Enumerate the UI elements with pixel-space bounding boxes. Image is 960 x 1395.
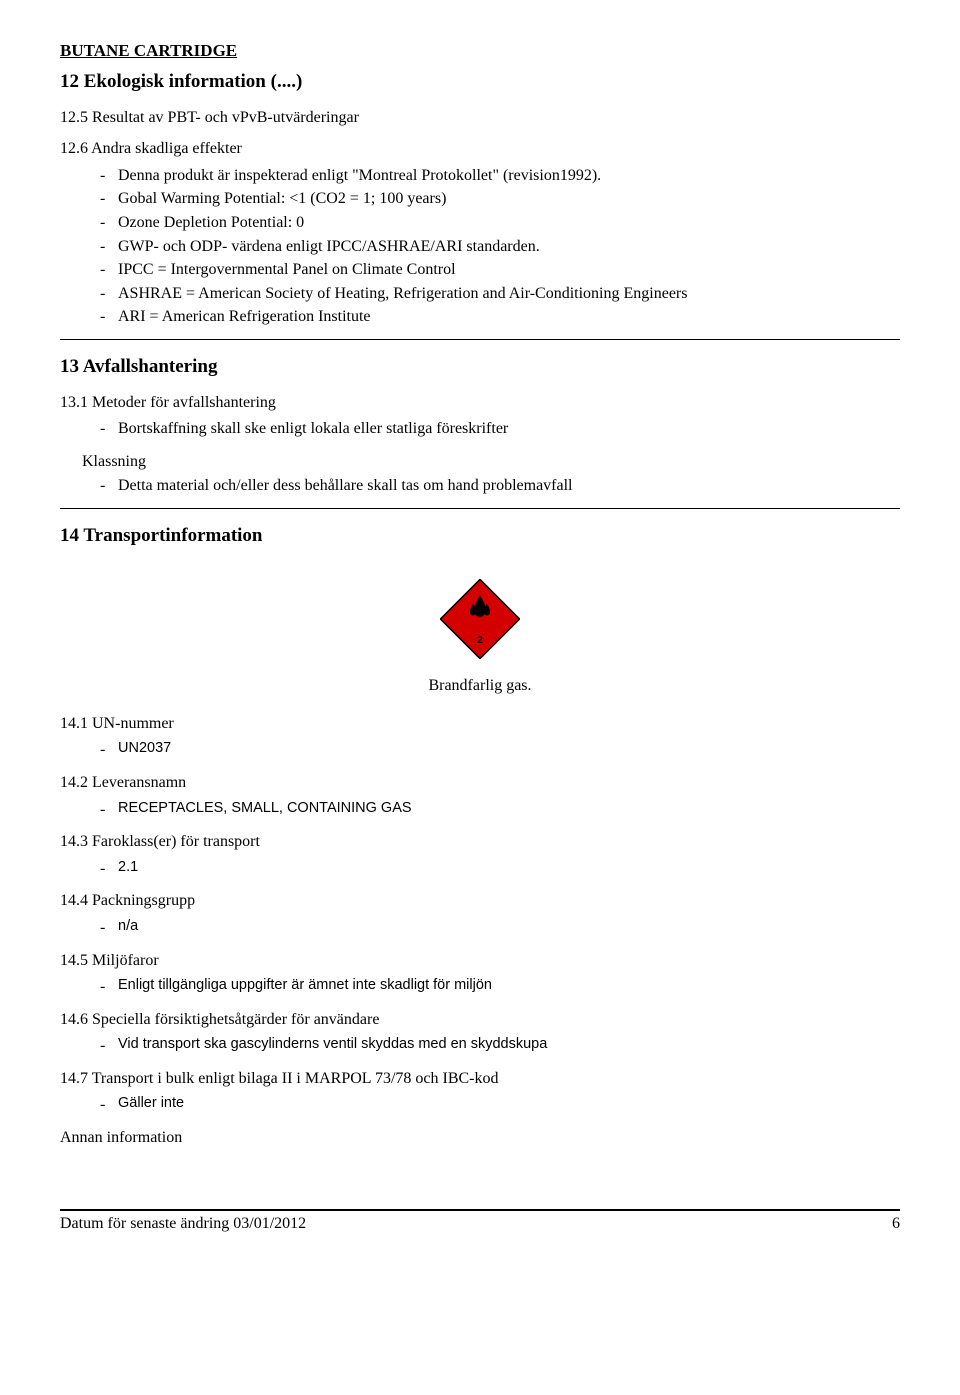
list-item-text: n/a xyxy=(118,917,900,939)
subsection-14-2: 14.2 Leveransnamn xyxy=(60,772,900,794)
bullet-dash: - xyxy=(100,165,118,187)
section-14-title: 14 Transportinformation xyxy=(60,523,900,549)
bullet-dash: - xyxy=(100,475,118,497)
list-item: -Bortskaffning skall ske enligt lokala e… xyxy=(100,417,900,441)
list-item-text: GWP- och ODP- värdena enligt IPCC/ASHRAE… xyxy=(118,236,900,258)
bullet-dash: - xyxy=(100,799,118,821)
list-item: -2.1 xyxy=(100,857,900,881)
bullet-dash: - xyxy=(100,858,118,880)
list-item-text: Ozone Depletion Potential: 0 xyxy=(118,212,900,234)
list-item-text: Enligt tillgängliga uppgifter är ämnet i… xyxy=(118,976,900,998)
subsection-14-5: 14.5 Miljöfaror xyxy=(60,950,900,972)
list-item: -Denna produkt är inspekterad enligt "Mo… xyxy=(100,164,900,188)
list-item: -UN2037 xyxy=(100,738,900,762)
bullet-dash: - xyxy=(100,418,118,440)
list-item: -Gäller inte xyxy=(100,1093,900,1117)
list-item-text: Gobal Warming Potential: <1 (CO2 = 1; 10… xyxy=(118,188,900,210)
svg-text:2: 2 xyxy=(477,635,483,646)
subsection-14-4: 14.4 Packningsgrupp xyxy=(60,890,900,912)
footer-page-number: 6 xyxy=(892,1213,900,1235)
bullet-dash: - xyxy=(100,1094,118,1116)
bullet-dash: - xyxy=(100,739,118,761)
bullet-dash: - xyxy=(100,976,118,998)
list-14-3: -2.1 xyxy=(100,857,900,881)
list-item: -ARI = American Refrigeration Institute xyxy=(100,305,900,329)
list-item-text: UN2037 xyxy=(118,739,900,761)
section-divider xyxy=(60,339,900,340)
list-item-text: Detta material och/eller dess behållare … xyxy=(118,475,900,497)
subsection-14-7: 14.7 Transport i bulk enligt bilaga II i… xyxy=(60,1068,900,1090)
list-item-text: RECEPTACLES, SMALL, CONTAINING GAS xyxy=(118,799,900,821)
bullet-dash: - xyxy=(100,306,118,328)
list-item: -Ozone Depletion Potential: 0 xyxy=(100,211,900,235)
klassning-label: Klassning xyxy=(82,451,900,473)
list-14-6: -Vid transport ska gascylinderns ventil … xyxy=(100,1034,900,1058)
section-13-1-list: -Bortskaffning skall ske enligt lokala e… xyxy=(100,417,900,441)
list-item-text: ARI = American Refrigeration Institute xyxy=(118,306,900,328)
klassning-list: -Detta material och/eller dess behållare… xyxy=(100,474,900,498)
list-item-text: ASHRAE = American Society of Heating, Re… xyxy=(118,283,900,305)
footer-divider xyxy=(60,1209,900,1211)
list-item-text: Bortskaffning skall ske enligt lokala el… xyxy=(118,418,900,440)
page-footer: Datum för senaste ändring 03/01/2012 6 xyxy=(60,1209,900,1235)
bullet-dash: - xyxy=(100,188,118,210)
hazard-symbol: 2 xyxy=(60,579,900,666)
list-item: -Gobal Warming Potential: <1 (CO2 = 1; 1… xyxy=(100,187,900,211)
bullet-dash: - xyxy=(100,1035,118,1057)
flammable-gas-icon: 2 xyxy=(440,579,520,659)
subsection-12-5: 12.5 Resultat av PBT- och vPvB-utvärderi… xyxy=(60,107,900,129)
subsection-13-1: 13.1 Metoder för avfallshantering xyxy=(60,392,900,414)
bullet-dash: - xyxy=(100,259,118,281)
list-item: -RECEPTACLES, SMALL, CONTAINING GAS xyxy=(100,798,900,822)
list-14-7: -Gäller inte xyxy=(100,1093,900,1117)
subsection-14-3: 14.3 Faroklass(er) för transport xyxy=(60,831,900,853)
list-item: -Vid transport ska gascylinderns ventil … xyxy=(100,1034,900,1058)
list-item-text: Vid transport ska gascylinderns ventil s… xyxy=(118,1035,900,1057)
subsection-14-1: 14.1 UN-nummer xyxy=(60,713,900,735)
annan-information-label: Annan information xyxy=(60,1127,900,1149)
hazard-caption: Brandfarlig gas. xyxy=(60,675,900,697)
section-divider xyxy=(60,508,900,509)
bullet-dash: - xyxy=(100,917,118,939)
section-13-title: 13 Avfallshantering xyxy=(60,354,900,380)
list-item: -Enligt tillgängliga uppgifter är ämnet … xyxy=(100,975,900,999)
section-12-title: 12 Ekologisk information (....) xyxy=(60,69,900,95)
footer-date: Datum för senaste ändring 03/01/2012 xyxy=(60,1213,306,1235)
document-title: BUTANE CARTRIDGE xyxy=(60,40,900,63)
list-item: -GWP- och ODP- värdena enligt IPCC/ASHRA… xyxy=(100,235,900,259)
list-14-2: -RECEPTACLES, SMALL, CONTAINING GAS xyxy=(100,798,900,822)
list-item-text: 2.1 xyxy=(118,858,900,880)
list-item-text: Gäller inte xyxy=(118,1094,900,1116)
section-12-6-list: -Denna produkt är inspekterad enligt "Mo… xyxy=(100,164,900,329)
list-item: -ASHRAE = American Society of Heating, R… xyxy=(100,282,900,306)
list-item: -IPCC = Intergovernmental Panel on Clima… xyxy=(100,258,900,282)
list-item: -n/a xyxy=(100,916,900,940)
list-item-text: Denna produkt är inspekterad enligt "Mon… xyxy=(118,165,900,187)
list-14-1: -UN2037 xyxy=(100,738,900,762)
subsection-14-6: 14.6 Speciella försiktighetsåtgärder för… xyxy=(60,1009,900,1031)
list-14-5: -Enligt tillgängliga uppgifter är ämnet … xyxy=(100,975,900,999)
list-item-text: IPCC = Intergovernmental Panel on Climat… xyxy=(118,259,900,281)
bullet-dash: - xyxy=(100,212,118,234)
subsection-12-6: 12.6 Andra skadliga effekter xyxy=(60,138,900,160)
bullet-dash: - xyxy=(100,236,118,258)
list-item: -Detta material och/eller dess behållare… xyxy=(100,474,900,498)
list-14-4: -n/a xyxy=(100,916,900,940)
bullet-dash: - xyxy=(100,283,118,305)
